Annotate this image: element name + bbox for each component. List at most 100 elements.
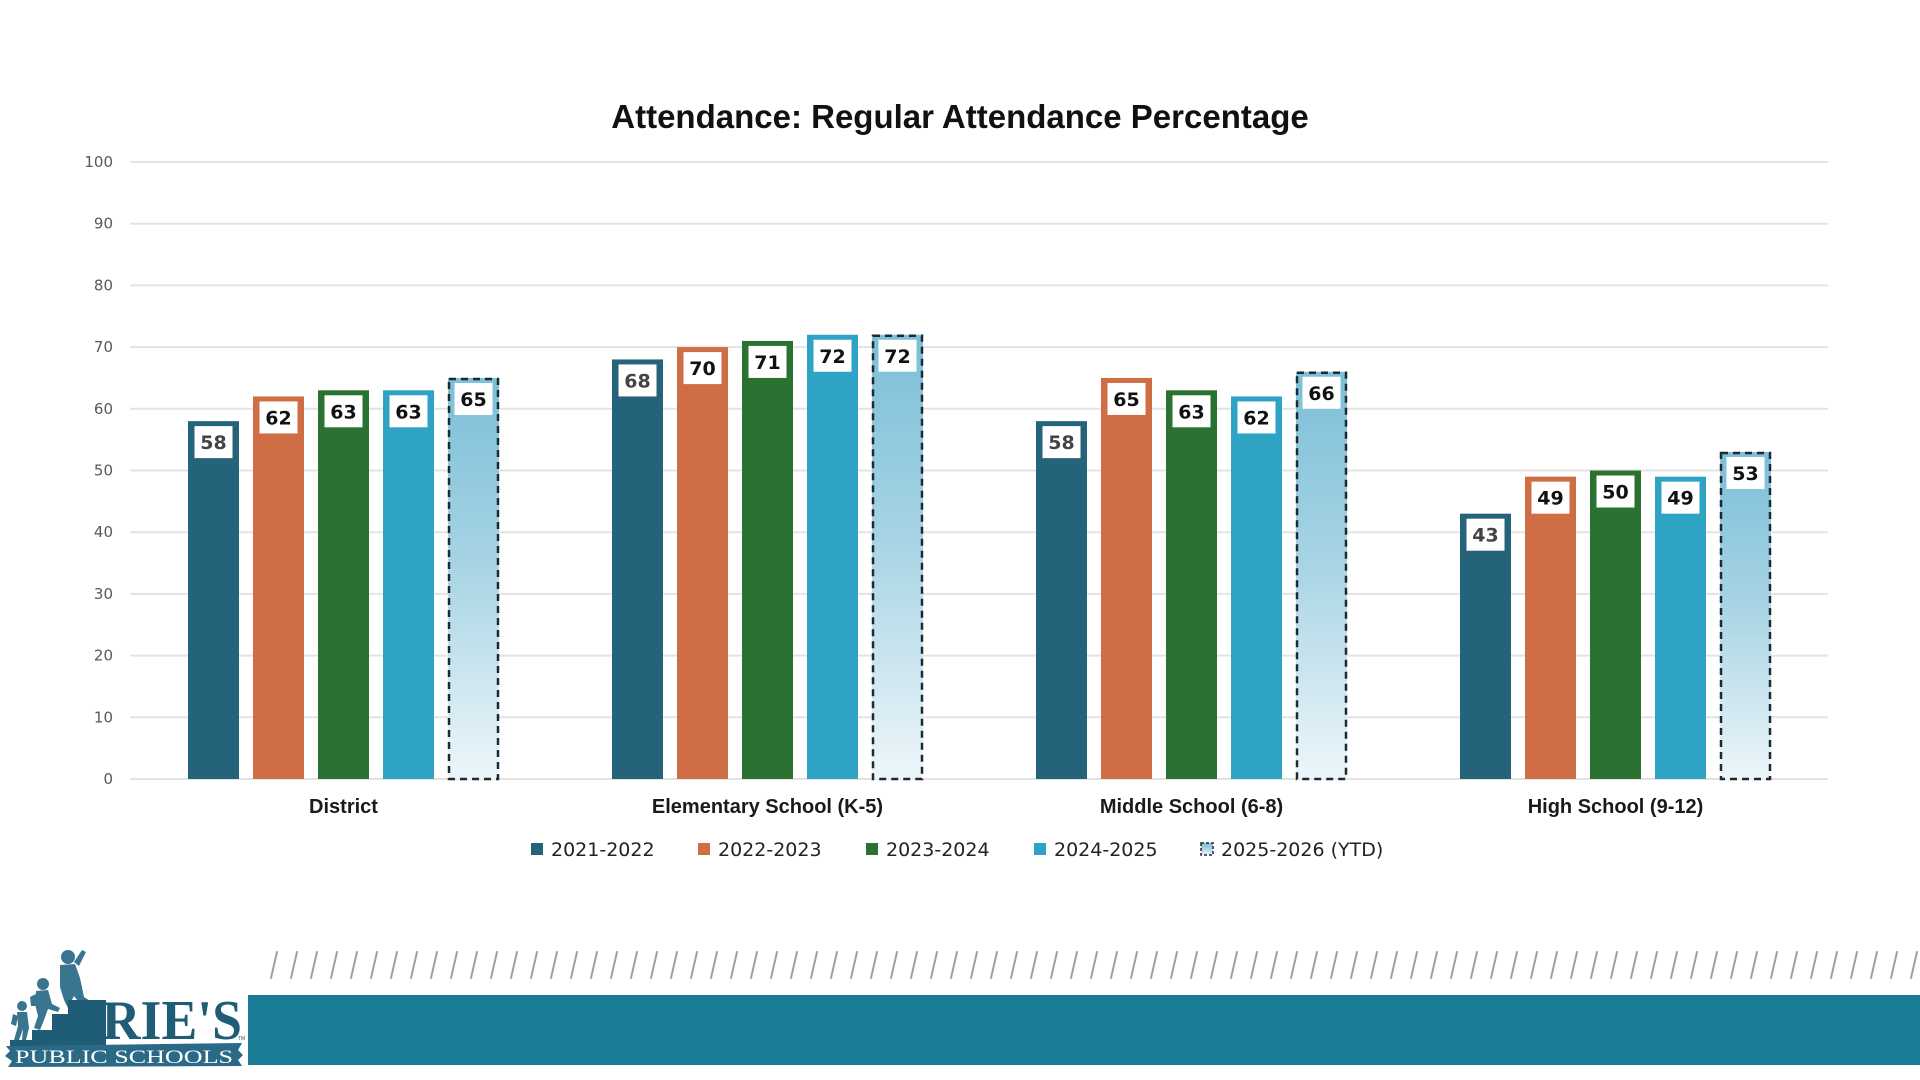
bar [318,390,369,779]
data-label-box [1172,395,1211,428]
data-label: 65 [1113,389,1139,411]
data-label: 72 [819,346,845,368]
slash-mark [490,951,498,979]
bar [1525,476,1576,779]
y-tick-label: 50 [94,462,113,480]
data-label-box [813,339,852,372]
bars: 58 62 63 63 65 68 70 71 72 72 58 65 63 62 66 43 49 50 49 53 [188,334,1772,781]
bar-ytd [1720,451,1771,779]
bar [807,334,858,779]
slash-mark [1610,951,1618,979]
bar-ytd [448,377,499,779]
legend-label: 2022-2023 [718,839,822,861]
slash-mark [1230,951,1238,979]
bar-ytd [1296,371,1347,779]
slash-mark [610,951,618,979]
x-axis: District Elementary School (K-5) Middle Sc… [309,796,1703,818]
slash-mark [1330,951,1338,979]
slash-mark [670,951,678,979]
slash-mark [1410,951,1418,979]
slash-mark [1810,951,1818,979]
bar [612,359,663,779]
bar-group: 68 70 71 72 72 [612,334,924,781]
logo-banner [5,1043,243,1067]
slash-mark [930,951,938,979]
y-tick-label: 40 [94,523,113,541]
slash-mark [830,951,838,979]
slash-mark [630,951,638,979]
slash-mark [1090,951,1098,979]
y-axis: 0 10 20 30 40 50 60 70 80 90 100 [84,153,113,788]
bar-ytd-outline [447,377,500,781]
data-label-box [878,339,917,372]
slash-mark [1490,951,1498,979]
data-label: 68 [624,370,650,392]
slash-mark [1770,951,1778,979]
y-tick-label: 80 [94,276,113,294]
data-label: 62 [265,407,291,429]
slash-mark [1430,951,1438,979]
data-label: 65 [460,389,486,411]
data-label: 63 [395,401,421,423]
slash-mark [810,951,818,979]
slash-mark [550,951,558,979]
chart-title: Attendance: Regular Attendance Percentag… [611,98,1308,135]
slash-mark [1650,951,1658,979]
y-tick-label: 30 [94,585,113,603]
slash-mark [730,951,738,979]
slash-mark [290,951,298,979]
slash-mark [970,951,978,979]
bar [1036,421,1087,779]
legend-label: 2024-2025 [1054,839,1158,861]
slash-mark [1030,951,1038,979]
data-label: 63 [1178,401,1204,423]
bar [1460,513,1511,779]
data-label-box [1302,376,1341,409]
slash-mark [1370,951,1378,979]
bar-ytd [872,334,923,779]
slash-mark [270,951,278,979]
y-tick-label: 100 [84,153,113,171]
data-label: 43 [1472,525,1498,547]
legend-label: 2023-2024 [886,839,990,861]
slash-mark [1070,951,1078,979]
legend-item: 2024-2025 [1034,839,1158,861]
legend-label: 2021-2022 [551,839,655,861]
slash-mark [1550,951,1558,979]
data-label: 49 [1667,488,1693,510]
bar [188,421,239,779]
slash-mark [1210,951,1218,979]
slash-mark [1270,951,1278,979]
footer-band [248,995,1920,1065]
slash-mark [910,951,918,979]
slash-mark [770,951,778,979]
data-label: 50 [1602,482,1628,504]
data-label-box [1596,475,1635,508]
data-label: 63 [330,401,356,423]
data-label: 53 [1732,463,1758,485]
bar-ytd-outline [1719,451,1772,781]
slash-mark [1150,951,1158,979]
bar-ytd-outline [871,334,924,781]
legend-swatch [698,843,710,855]
data-label: 58 [1048,432,1074,454]
slash-mark [1730,951,1738,979]
legend-item: 2023-2024 [866,839,990,861]
x-category-label: Middle School (6-8) [1100,796,1283,818]
bar [677,347,728,779]
logo-name: ERIE'S [66,990,242,1052]
data-label: 62 [1243,407,1269,429]
slash-mark [1530,951,1538,979]
slash-mark [1390,951,1398,979]
slash-mark [1250,951,1258,979]
slash-mark [710,951,718,979]
slash-mark [1790,951,1798,979]
slash-mark [750,951,758,979]
slash-mark [570,951,578,979]
data-label-box [259,401,298,434]
legend-item: 2025-2026 (YTD) [1200,839,1383,861]
slash-mark [1170,951,1178,979]
legend-swatch [866,843,878,855]
slash-mark [1850,951,1858,979]
bar [1101,377,1152,779]
